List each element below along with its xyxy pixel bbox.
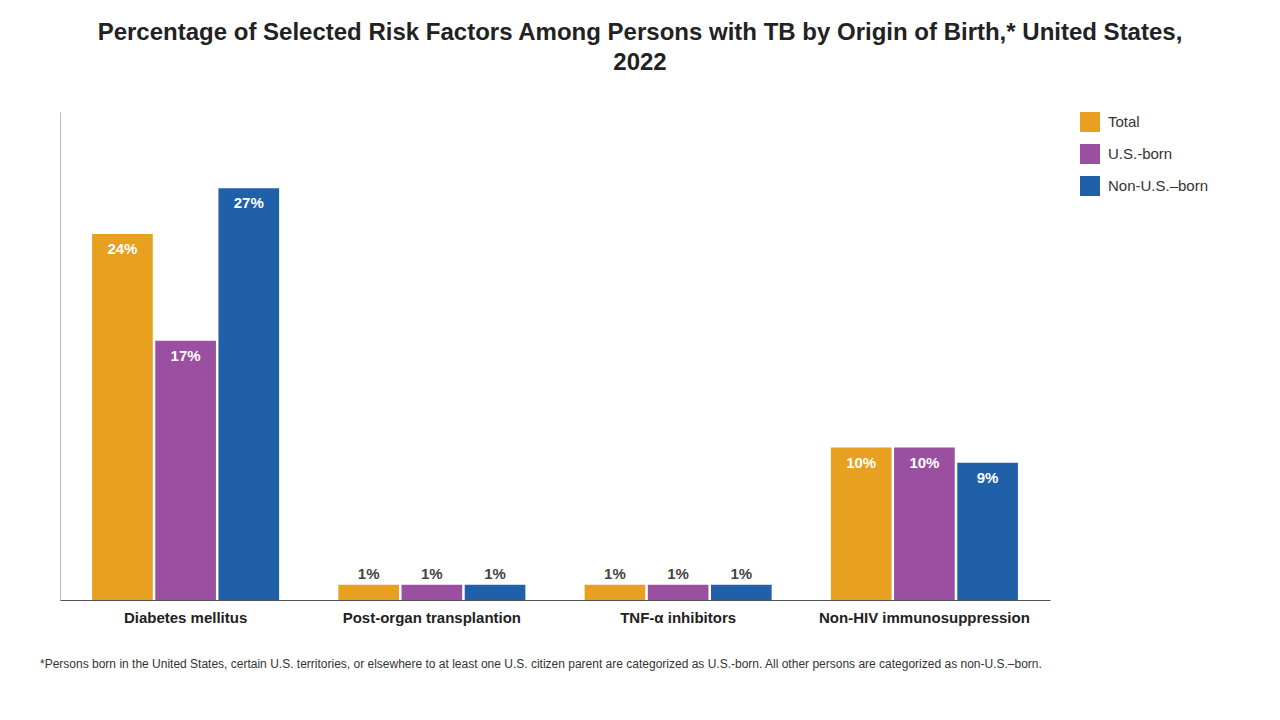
legend-item: U.S.-born — [1080, 144, 1172, 164]
data-label: 9% — [977, 469, 999, 486]
x-tick-label: Diabetes mellitus — [124, 609, 247, 626]
data-label: 1% — [730, 565, 752, 582]
legend-swatch — [1080, 176, 1100, 196]
chart-container: Percentage of Selected Risk Factors Amon… — [0, 0, 1280, 720]
bar — [402, 585, 463, 600]
legend: Total U.S.-born Non-U.S.–born — [1080, 112, 1208, 196]
x-tick: Diabetes mellitus — [124, 600, 247, 626]
x-tick: TNF-α inhibitors — [620, 600, 736, 626]
legend-label: U.S.-born — [1108, 145, 1172, 162]
x-tick-label: TNF-α inhibitors — [620, 609, 736, 626]
y-axis-line — [60, 113, 61, 601]
bar — [92, 234, 153, 600]
legend-label: Total — [1108, 113, 1140, 130]
text-line: *Persons born in the United States, cert… — [40, 657, 1042, 671]
x-tick: Post-organ transplantion — [343, 600, 521, 626]
legend-swatch — [1080, 144, 1100, 164]
data-label: 1% — [421, 565, 443, 582]
legend-label: Non-U.S.–born — [1108, 177, 1208, 194]
chart-svg: Percentage of Selected Risk Factors Amon… — [0, 0, 1280, 720]
data-label: 1% — [484, 565, 506, 582]
legend-item: Non-U.S.–born — [1080, 176, 1208, 196]
plot-area: 24% 1% 1% 10% 17% 1% 1% 10% 27% 1% 1% 9% Diabetes me… — [61, 113, 1051, 626]
bar — [338, 585, 399, 600]
data-labels: 24% 1% 1% 10% 17% 1% 1% 10% 27% 1% 1% 9% — [107, 194, 998, 582]
bar — [155, 341, 216, 600]
data-label: 1% — [604, 565, 626, 582]
data-label: 27% — [234, 194, 264, 211]
x-tick-label: Post-organ transplantion — [343, 609, 521, 626]
bars — [92, 188, 1018, 600]
legend-swatch — [1080, 112, 1100, 132]
bar — [894, 448, 955, 601]
chart-title: Percentage of Selected Risk Factors Amon… — [98, 18, 1183, 75]
bar — [585, 585, 646, 600]
data-label: 1% — [358, 565, 380, 582]
text-line: Percentage of Selected Risk Factors Amon… — [98, 18, 1183, 45]
data-label: 24% — [107, 240, 137, 257]
bar — [711, 585, 772, 600]
bar — [465, 585, 526, 600]
footnote: *Persons born in the United States, cert… — [40, 657, 1042, 671]
data-label: 17% — [171, 347, 201, 364]
data-label: 10% — [909, 454, 939, 471]
x-tick-label: Non-HIV immunosuppression — [819, 609, 1030, 626]
data-label: 10% — [846, 454, 876, 471]
text-line: 2022 — [613, 48, 666, 75]
legend-item: Total — [1080, 112, 1140, 132]
y-axis — [60, 113, 61, 601]
data-label: 1% — [667, 565, 689, 582]
bar — [218, 188, 279, 600]
bar — [648, 585, 709, 600]
x-axis-line — [61, 600, 1051, 601]
x-tick: Non-HIV immunosuppression — [819, 600, 1030, 626]
bar — [957, 463, 1018, 600]
x-axis: Diabetes mellitus Post-organ transplantio… — [61, 600, 1051, 626]
bar — [831, 448, 892, 601]
